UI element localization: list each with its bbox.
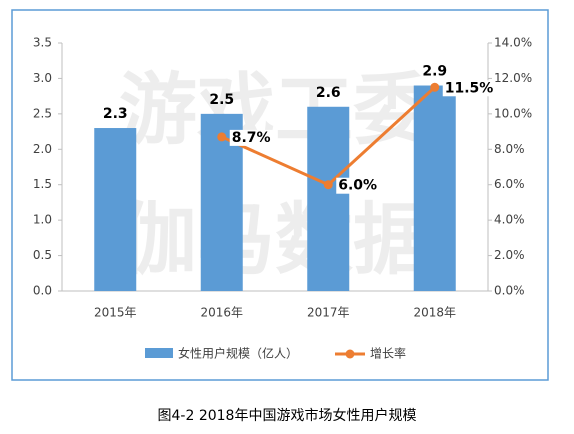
y2-tick-label: 14.0%	[494, 36, 532, 50]
label-background	[336, 177, 380, 194]
y2-tick-label: 0.0%	[494, 284, 525, 298]
y2-tick-label: 8.0%	[494, 142, 525, 156]
line-value-label: 6.0%	[338, 178, 377, 194]
x-tick-label: 2016年	[200, 306, 243, 320]
legend-label: 增长率	[370, 346, 406, 361]
y-tick-label: 0.5	[33, 248, 52, 262]
label-background	[229, 129, 273, 146]
x-tick-label: 2015年	[94, 306, 137, 320]
legend-swatch	[145, 348, 173, 358]
bar	[94, 128, 137, 291]
y-tick-label: 3.0	[33, 71, 52, 85]
bar	[307, 106, 350, 292]
y2-tick-label: 12.0%	[494, 71, 532, 85]
y2-tick-label: 2.0%	[494, 248, 525, 262]
x-tick-label: 2018年	[413, 306, 456, 320]
y-tick-label: 2.5	[33, 106, 52, 120]
caption: 图4-2 2018年中国游戏市场女性用户规模	[158, 407, 417, 424]
y-tick-label: 1.5	[33, 177, 52, 191]
line-point	[323, 180, 333, 190]
legend-label: 女性用户规模（亿人）	[178, 346, 298, 361]
y2-tick-label: 6.0%	[494, 177, 525, 191]
label-background	[442, 80, 496, 97]
bar	[413, 85, 456, 291]
watermark: 伽马数据	[119, 195, 431, 285]
legend-swatch	[345, 349, 355, 359]
x-tick-label: 2017年	[307, 306, 350, 320]
y-tick-label: 0.0	[33, 284, 52, 298]
y-tick-label: 3.5	[33, 36, 52, 50]
y2-tick-label: 4.0%	[494, 213, 525, 227]
line-point	[217, 132, 227, 142]
y-tick-label: 2.0	[33, 142, 52, 156]
bar-value-label: 2.6	[316, 85, 341, 101]
line-value-label: 8.7%	[232, 130, 271, 146]
y2-tick-label: 10.0%	[494, 106, 532, 120]
bar-value-label: 2.9	[422, 64, 447, 80]
bar-value-label: 2.5	[209, 92, 234, 108]
bar-value-label: 2.3	[103, 106, 128, 122]
watermark: 游戏工委	[119, 65, 431, 155]
y-tick-label: 1.0	[33, 213, 52, 227]
line-value-label: 11.5%	[445, 80, 494, 96]
line-point	[430, 82, 440, 92]
